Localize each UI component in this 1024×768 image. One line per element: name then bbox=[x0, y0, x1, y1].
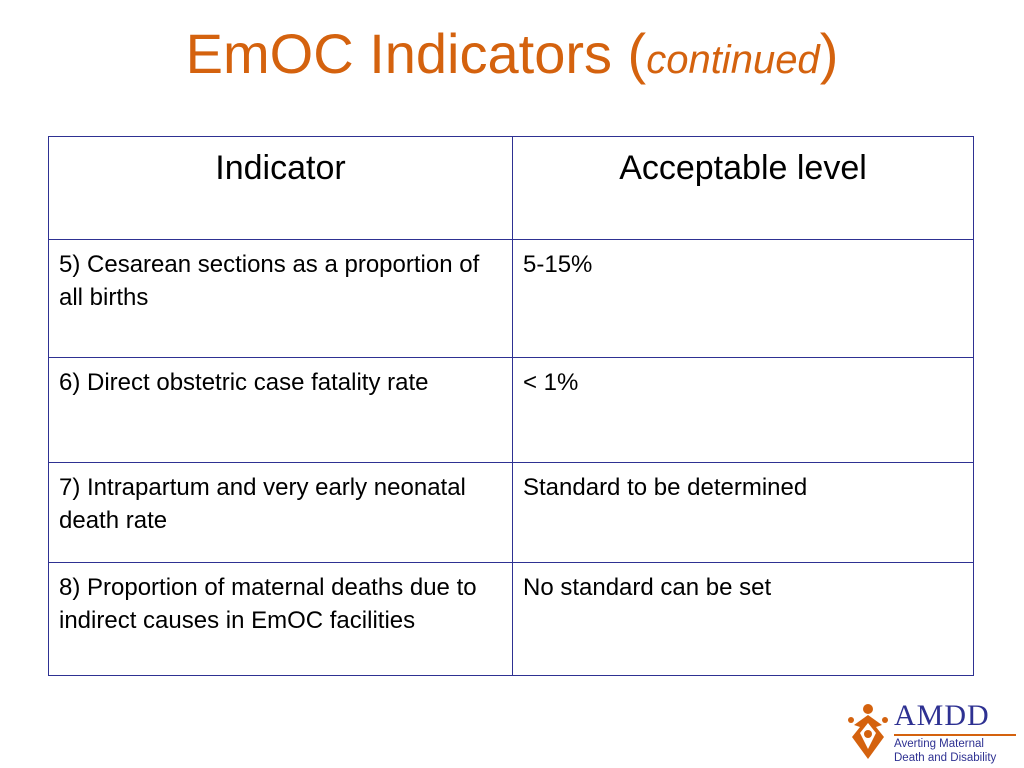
logo-tagline-line1: Averting Maternal bbox=[894, 738, 984, 750]
amdd-figure-emblem-icon bbox=[848, 704, 888, 759]
indicator-cell: 7) Intrapartum and very early neonatal d… bbox=[48, 462, 513, 563]
logo-tagline-line2: Death and Disability bbox=[894, 751, 997, 764]
level-cell: < 1% bbox=[512, 357, 974, 463]
level-cell: Standard to be determined bbox=[512, 462, 974, 563]
slide-title: EmOC Indicators (continued) bbox=[0, 22, 1024, 86]
title-close: ) bbox=[819, 22, 839, 85]
table-row: 6) Direct obstetric case fatality rate <… bbox=[48, 357, 974, 463]
indicators-table-container: Indicator Acceptable level 5) Cesarean s… bbox=[48, 136, 974, 676]
table-row: 8) Proportion of maternal deaths due to … bbox=[48, 562, 974, 676]
title-main: EmOC Indicators ( bbox=[185, 22, 647, 85]
indicator-cell: 8) Proportion of maternal deaths due to … bbox=[48, 562, 513, 676]
indicator-cell: 6) Direct obstetric case fatality rate bbox=[48, 357, 513, 463]
table-row: 5) Cesarean sections as a proportion of … bbox=[48, 239, 974, 358]
title-italic: continued bbox=[646, 38, 820, 82]
logo-tagline: Averting Maternal Death and Disability bbox=[894, 738, 996, 766]
table-header-row: Indicator Acceptable level bbox=[48, 136, 974, 240]
logo-name: AMDD bbox=[894, 699, 990, 732]
level-cell: No standard can be set bbox=[512, 562, 974, 676]
amdd-logo: AMDD Averting Maternal Death and Disabil… bbox=[848, 699, 1018, 766]
level-cell: 5-15% bbox=[512, 239, 974, 358]
logo-divider bbox=[894, 734, 1016, 736]
header-indicator: Indicator bbox=[48, 136, 513, 240]
indicator-cell: 5) Cesarean sections as a proportion of … bbox=[48, 239, 513, 358]
table-row: 7) Intrapartum and very early neonatal d… bbox=[48, 462, 974, 563]
header-acceptable-level: Acceptable level bbox=[512, 136, 974, 240]
indicators-table: Indicator Acceptable level 5) Cesarean s… bbox=[48, 136, 974, 676]
